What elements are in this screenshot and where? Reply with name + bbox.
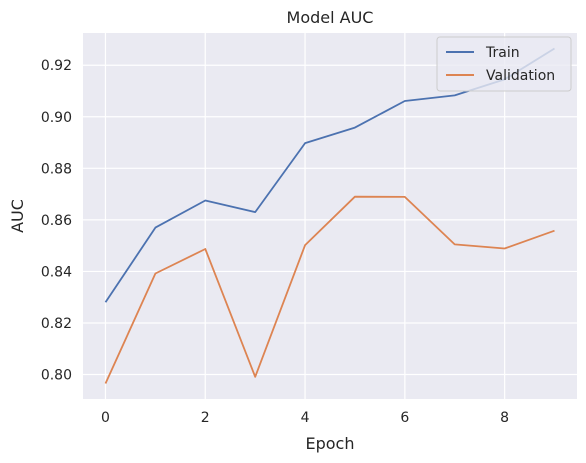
- x-tick-label: 8: [500, 410, 509, 426]
- chart-title: Model AUC: [287, 8, 374, 27]
- y-tick-label: 0.84: [41, 264, 72, 280]
- y-tick-label: 0.82: [41, 316, 72, 332]
- legend: Train Validation: [437, 37, 571, 91]
- y-tick-label: 0.88: [41, 161, 72, 177]
- x-tick-labels: 0 2 4 6 8: [101, 410, 509, 426]
- legend-label-validation: Validation: [486, 68, 555, 84]
- x-axis-title: Epoch: [306, 434, 355, 453]
- y-axis-title: AUC: [8, 199, 27, 233]
- x-tick-label: 6: [400, 410, 409, 426]
- y-tick-label: 0.92: [41, 58, 72, 74]
- y-tick-label: 0.86: [41, 213, 72, 229]
- y-tick-labels: 0.80 0.82 0.84 0.86 0.88 0.90 0.92: [41, 58, 72, 383]
- y-tick-label: 0.90: [41, 110, 72, 126]
- x-tick-label: 4: [301, 410, 310, 426]
- x-tick-label: 0: [101, 410, 110, 426]
- legend-label-train: Train: [485, 45, 520, 61]
- x-tick-label: 2: [201, 410, 210, 426]
- y-tick-label: 0.80: [41, 368, 72, 384]
